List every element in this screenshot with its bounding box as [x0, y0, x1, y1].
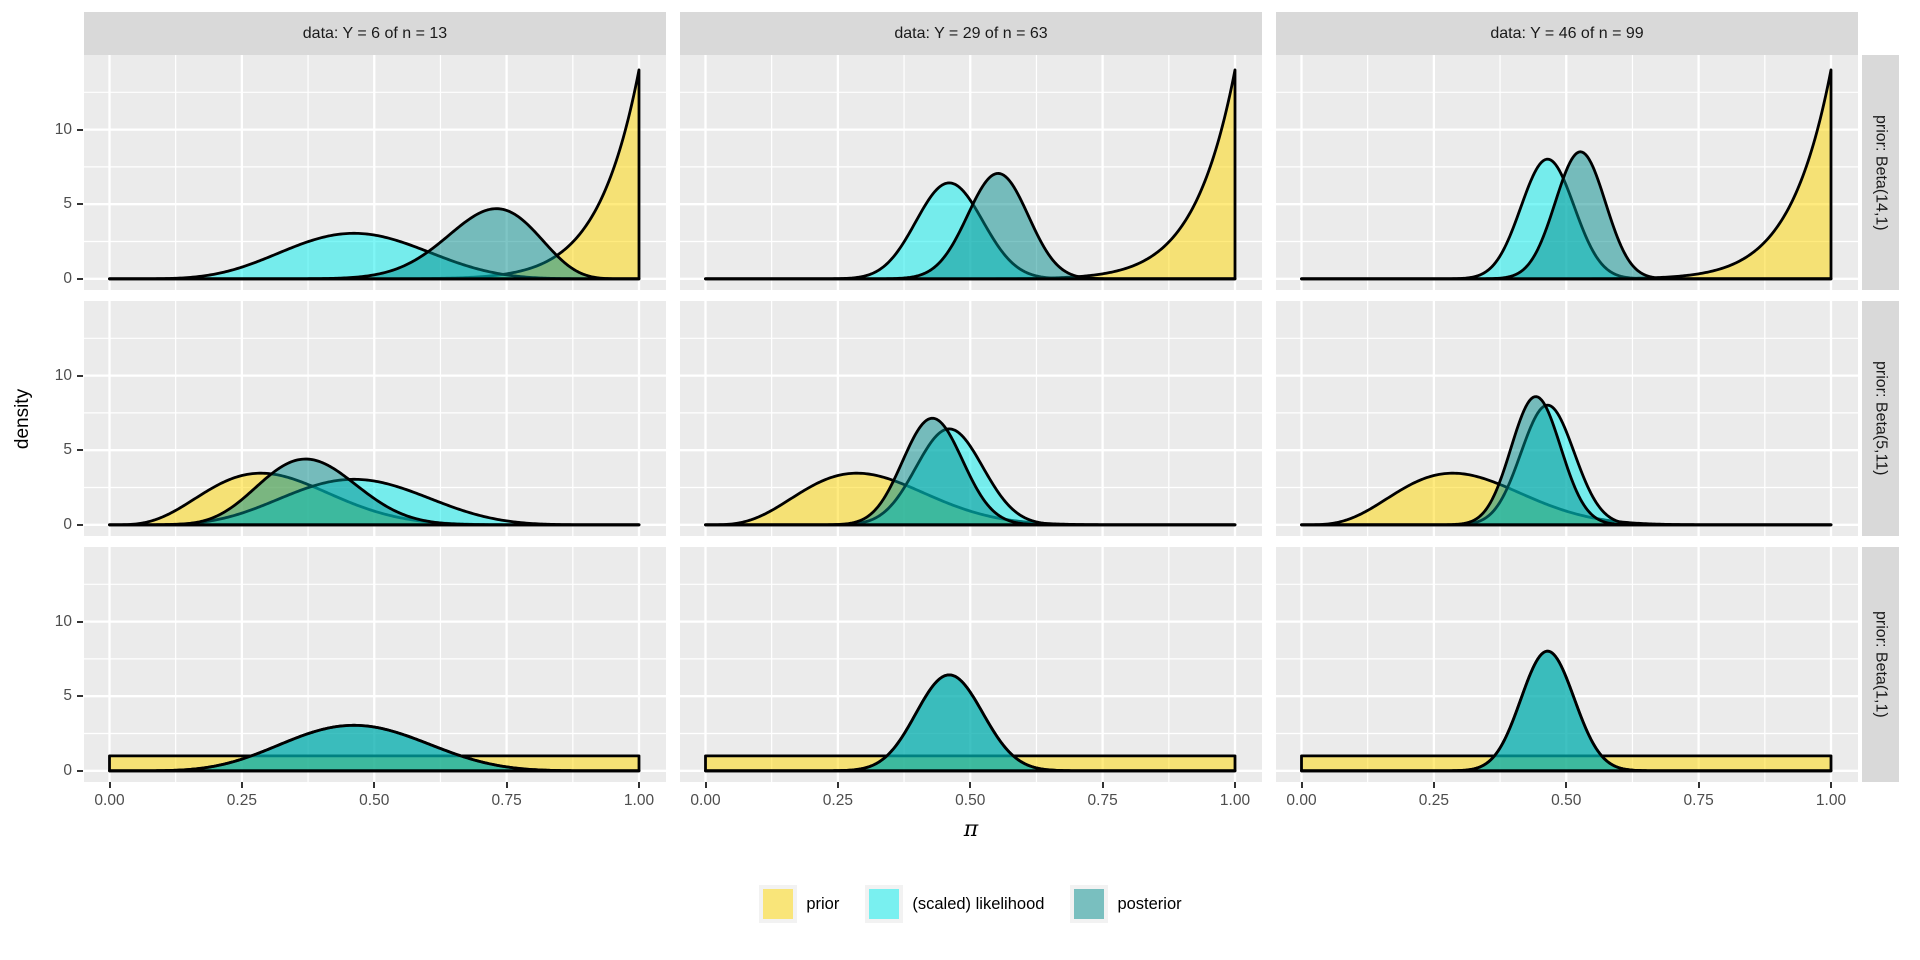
- posterior-density-curve: [1300, 395, 1833, 527]
- x-tick-mark: [1234, 782, 1236, 788]
- legend-item-prior: prior: [759, 885, 839, 923]
- y-tick-mark: [77, 695, 83, 698]
- y-tick-label: 0: [63, 515, 72, 533]
- legend: prior (scaled) likelihood posterior: [84, 882, 1857, 926]
- posterior-density-curve: [1300, 150, 1833, 281]
- legend-label: prior: [806, 894, 840, 913]
- x-tick-label: 1.00: [1815, 792, 1847, 809]
- panel-r2c3: [1276, 301, 1858, 536]
- x-tick-label: 0.75: [1087, 792, 1118, 809]
- y-tick-label: 5: [63, 195, 72, 213]
- facet-column-label: data: Y = 6 of n = 13: [302, 24, 448, 42]
- facet-row-label: prior: Beta(5,11): [1872, 361, 1890, 476]
- x-tick-label: 0.75: [1683, 792, 1714, 809]
- x-tick-mark: [1565, 782, 1568, 788]
- x-tick-label: 0.50: [955, 792, 986, 809]
- facet-row-strip-2: prior: Beta(5,11): [1862, 301, 1899, 536]
- legend-swatch: [869, 889, 900, 919]
- x-tick-label: 0.25: [226, 792, 257, 809]
- y-tick-mark: [77, 620, 83, 623]
- facet-column-label: data: Y = 29 of n = 63: [894, 24, 1048, 42]
- x-tick-label: 0.25: [1418, 792, 1449, 809]
- panel-r1c3: [1276, 55, 1858, 290]
- x-axis-title: π: [963, 817, 979, 842]
- posterior-density-curve: [704, 172, 1237, 281]
- facet-column-strip-3: data: Y = 46 of n = 99: [1276, 12, 1858, 55]
- panel-r1c2: [680, 55, 1262, 290]
- y-tick-label: 10: [54, 120, 72, 138]
- x-tick-label: 0.25: [822, 792, 853, 809]
- y-tick-mark: [77, 277, 83, 280]
- posterior-density-curve: [108, 723, 641, 773]
- panel-r3c1: [84, 547, 666, 782]
- panel-r2c1: [84, 301, 666, 536]
- x-tick-mark: [505, 782, 508, 788]
- x-tick-mark: [1432, 782, 1435, 788]
- posterior-density-curve: [704, 416, 1237, 527]
- x-tick-mark: [969, 782, 972, 788]
- x-tick-mark: [240, 782, 243, 788]
- facet-column-strip-1: data: Y = 6 of n = 13: [84, 12, 666, 55]
- legend-item-posterior: posterior: [1070, 885, 1182, 923]
- x-tick-mark: [704, 782, 707, 788]
- x-tick-mark: [1300, 782, 1303, 788]
- legend-key: [759, 885, 798, 923]
- panel-r2c2: [680, 301, 1262, 536]
- posterior-density-curve: [108, 457, 641, 527]
- facet-column-strip-2: data: Y = 29 of n = 63: [680, 12, 1262, 55]
- y-axis-title: density: [12, 388, 33, 450]
- facet-row-label: prior: Beta(14,1): [1872, 114, 1890, 231]
- x-tick-mark: [1830, 782, 1832, 788]
- posterior-density-curve: [704, 673, 1237, 773]
- y-tick-mark: [77, 128, 83, 131]
- y-tick-mark: [77, 523, 83, 526]
- y-tick-label: 5: [63, 687, 72, 705]
- panel-r3c2: [680, 547, 1262, 782]
- panel-r3c3: [1276, 547, 1858, 782]
- legend-item-scaled-likelihood: (scaled) likelihood: [865, 885, 1044, 923]
- facet-row-strip-3: prior: Beta(1,1): [1862, 547, 1899, 782]
- posterior-density-curve: [108, 207, 641, 281]
- facet-row-strip-1: prior: Beta(14,1): [1862, 55, 1899, 290]
- y-tick-mark: [77, 769, 83, 772]
- legend-key: [1070, 885, 1109, 923]
- legend-label: (scaled) likelihood: [912, 894, 1045, 913]
- panel-r1c1: [84, 55, 666, 290]
- y-tick-label: 0: [63, 269, 72, 287]
- posterior-density-curve: [1300, 649, 1833, 773]
- x-tick-label: 0.00: [1286, 792, 1317, 809]
- x-tick-label: 0.75: [491, 792, 522, 809]
- legend-swatch: [1074, 889, 1105, 919]
- x-tick-label: 0.50: [1551, 792, 1582, 809]
- x-tick-label: 0.00: [94, 792, 125, 809]
- x-tick-label: 1.00: [623, 792, 655, 809]
- y-tick-label: 10: [54, 366, 72, 384]
- x-tick-mark: [1697, 782, 1700, 788]
- x-tick-mark: [638, 782, 640, 788]
- x-tick-label: 1.00: [1219, 792, 1251, 809]
- legend-swatch: [763, 889, 794, 919]
- y-tick-mark: [77, 449, 83, 452]
- legend-key: [865, 885, 904, 923]
- y-tick-mark: [77, 203, 83, 206]
- facet-row-label: prior: Beta(1,1): [1872, 611, 1890, 718]
- x-tick-label: 0.50: [359, 792, 390, 809]
- facet-column-label: data: Y = 46 of n = 99: [1490, 24, 1644, 42]
- x-tick-mark: [108, 782, 111, 788]
- x-tick-label: 0.00: [690, 792, 721, 809]
- y-tick-mark: [77, 374, 83, 377]
- legend-label: posterior: [1117, 894, 1182, 913]
- y-tick-label: 10: [54, 612, 72, 630]
- y-tick-label: 0: [63, 761, 72, 779]
- x-tick-mark: [373, 782, 376, 788]
- x-tick-mark: [1101, 782, 1104, 788]
- x-tick-mark: [836, 782, 839, 788]
- y-tick-label: 5: [63, 441, 72, 459]
